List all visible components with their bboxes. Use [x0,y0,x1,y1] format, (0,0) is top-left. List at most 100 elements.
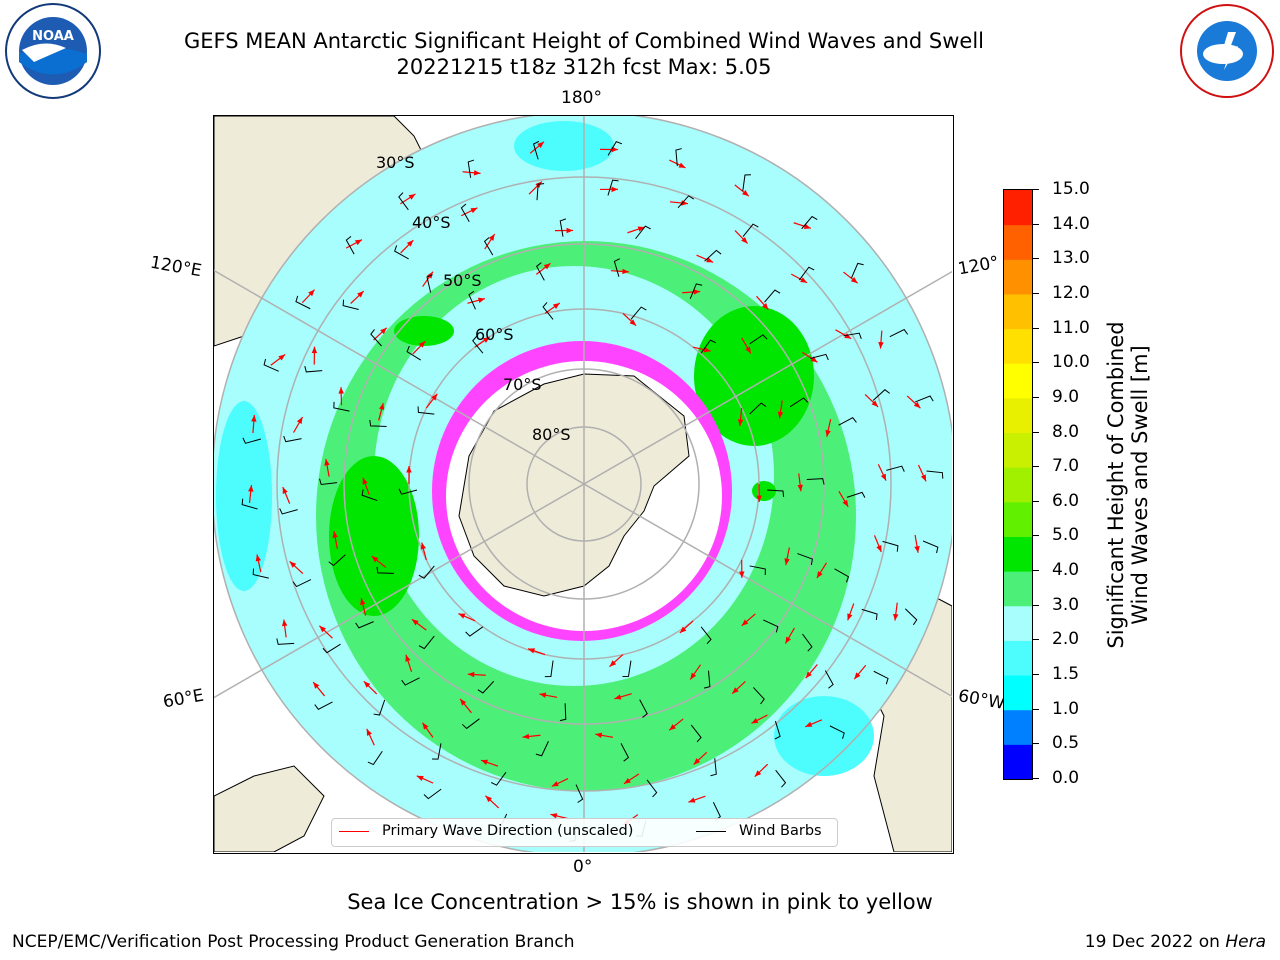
wind-barb [242,437,262,444]
colorbar-tick-mark [1033,778,1039,779]
wind-barb [319,478,338,486]
wind-barb [613,258,621,277]
lon-label-upper-left: 120°E [148,252,204,282]
wind-barb [798,266,815,281]
wave-arrow-head [338,387,344,394]
wind-barb [926,470,944,479]
wave-arrow-head [777,411,784,419]
wind-barb [536,262,545,281]
colorbar-segment [1004,259,1032,295]
wind-barb [283,435,302,443]
colorbar-tick-mark [1033,639,1039,641]
wave-arrow-head [470,207,478,214]
colorbar-tick-mark [1033,396,1039,398]
colorbar-tick-label: 15.0 [1052,179,1090,199]
nws-logo [1178,2,1276,100]
wave-arrow-head [693,758,701,765]
wave-arrow-head [308,289,315,297]
wave-arrow-head [876,545,882,553]
wave-arrow-head [825,429,831,437]
wind-barb [922,540,939,554]
wind-barb [491,771,507,786]
footer-credit: NCEP/EMC/Verification Post Processing Pr… [12,932,575,952]
wind-barb [749,565,766,576]
wave-arrow-head [893,613,899,621]
wave-arrow-head [357,291,364,298]
wind-barb [635,225,651,240]
wave-arrow-head [914,545,920,553]
wind-barb [639,699,648,718]
wave-arrow-head [679,626,687,633]
wind-barb [252,568,269,579]
map-title-line2: 20221215 t18z 312h fcst Max: 5.05 [396,55,772,79]
wind-barb [886,465,905,472]
wind-barb [810,353,829,361]
wave-arrow-head [458,613,466,619]
wave-arrow-head [380,327,387,335]
colorbar-segment [1004,293,1032,330]
colorbar-label-line1: Significant Height of Combined [1104,321,1128,649]
wave-arrow-head [460,698,467,706]
wind-barb [373,699,386,716]
wind-barb [559,218,567,237]
map-title-line1: GEFS MEAN Antarctic Significant Height o… [183,29,985,53]
wind-barb [418,635,435,650]
colorbar-tick-mark [1033,292,1039,294]
wave-arrow-head [850,277,858,284]
wave-arrow-head [485,795,493,803]
colorbar-segment [1004,675,1032,711]
colorbar-segment [1004,571,1032,607]
colorbar-tick-label: 8.0 [1052,421,1080,442]
wind-barb [675,148,682,167]
wave-arrow-head [854,672,861,680]
footer-date: 19 Dec 2022 on Hera [1085,932,1266,952]
wind-barb [915,395,934,403]
wind-barb [797,553,813,566]
legend-wave-line [339,831,369,832]
colorbar-tick-label: 6.0 [1052,490,1080,511]
wave-arrow-head [611,186,618,193]
colorbar-tick-mark [1033,535,1039,537]
wind-barb [398,488,418,495]
lat-label-70s: 70°S [503,375,542,394]
wind-barb [824,670,834,689]
wave-arrow-head [737,419,744,426]
wind-barb [418,565,435,579]
wind-barb [806,478,825,485]
wind-barb [544,660,554,678]
legend-wave-direction: Primary Wave Direction (unscaled) [382,823,634,839]
wind-barb [304,365,323,373]
lon-label-top: 180° [561,88,602,108]
colorbar-tick-label: 9.0 [1052,386,1080,407]
wave-arrow-head [313,682,320,689]
wave-arrow-head [422,722,429,730]
wind-barb [607,141,623,156]
wave-arrow-head [537,141,544,149]
wave-arrow-head [741,236,748,244]
wind-barb [802,633,813,652]
wave-arrow-head [732,687,739,694]
colorbar-tick-mark [1033,327,1039,329]
colorbar-tick-label: 10.0 [1052,352,1090,373]
wind-barb [575,784,584,803]
wind-barb [838,417,857,426]
wave-arrow-head [488,234,495,241]
noaa-logo: NOAA [4,2,102,100]
wave-arrow-head [371,556,379,563]
wind-barb [322,643,341,654]
lat-label-40s: 40°S [412,213,451,232]
colorbar-tick-mark [1033,362,1039,364]
wave-arrow-head [405,654,411,662]
colorbar-segment [1004,224,1032,260]
wind-barb [292,579,312,588]
wind-barb [468,290,476,310]
colorbar-tick-mark [1033,466,1039,468]
colorbar-tick-mark [1033,604,1039,606]
wave-arrow-head [522,733,530,740]
colorbar-tick-label: 14.0 [1052,213,1090,234]
wind-barb [789,397,809,408]
wave-arrow-head [803,223,811,229]
wind-barb [620,743,630,762]
lon-label-bottom: 0° [573,857,593,877]
wind-barb [477,680,495,694]
